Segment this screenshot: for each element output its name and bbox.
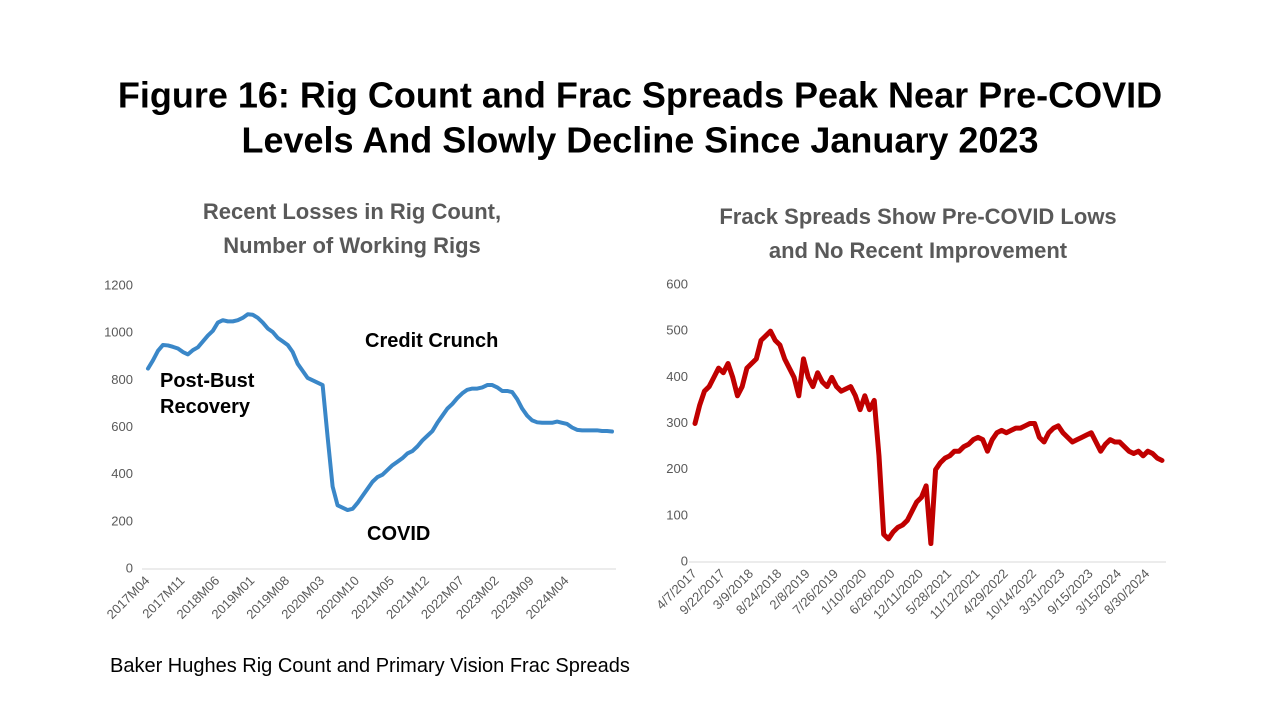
annotation: COVID <box>367 523 431 545</box>
y-tick-label: 1000 <box>104 325 133 340</box>
y-tick-label: 200 <box>111 513 133 528</box>
y-tick-label: 0 <box>126 560 133 575</box>
y-tick-label: 600 <box>111 419 133 434</box>
data-line <box>146 312 614 513</box>
y-tick-label: 100 <box>666 507 688 522</box>
main-title: Figure 16: Rig Count and Frac Spreads Pe… <box>118 75 1162 116</box>
y-tick-label: 800 <box>111 372 133 387</box>
chart-title: Frack Spreads Show Pre-COVID Lows <box>719 204 1116 229</box>
y-tick-label: 400 <box>111 466 133 481</box>
y-tick-label: 600 <box>666 276 688 291</box>
y-tick-label: 300 <box>666 415 688 430</box>
chart-title: Number of Working Rigs <box>223 233 481 258</box>
data-line <box>692 328 1165 547</box>
main-title: Levels And Slowly Decline Since January … <box>241 120 1038 161</box>
y-tick-label: 200 <box>666 461 688 476</box>
y-tick-label: 0 <box>681 553 688 568</box>
y-tick-label: 400 <box>666 369 688 384</box>
annotation: Post-Bust Recovery <box>160 370 255 418</box>
chart-title: Recent Losses in Rig Count, <box>203 199 501 224</box>
chart-title: and No Recent Improvement <box>769 238 1068 263</box>
annotation: Credit Crunch <box>365 330 499 352</box>
y-tick-label: 500 <box>666 323 688 338</box>
source-note: Baker Hughes Rig Count and Primary Visio… <box>110 655 630 677</box>
y-tick-label: 1200 <box>104 277 133 292</box>
